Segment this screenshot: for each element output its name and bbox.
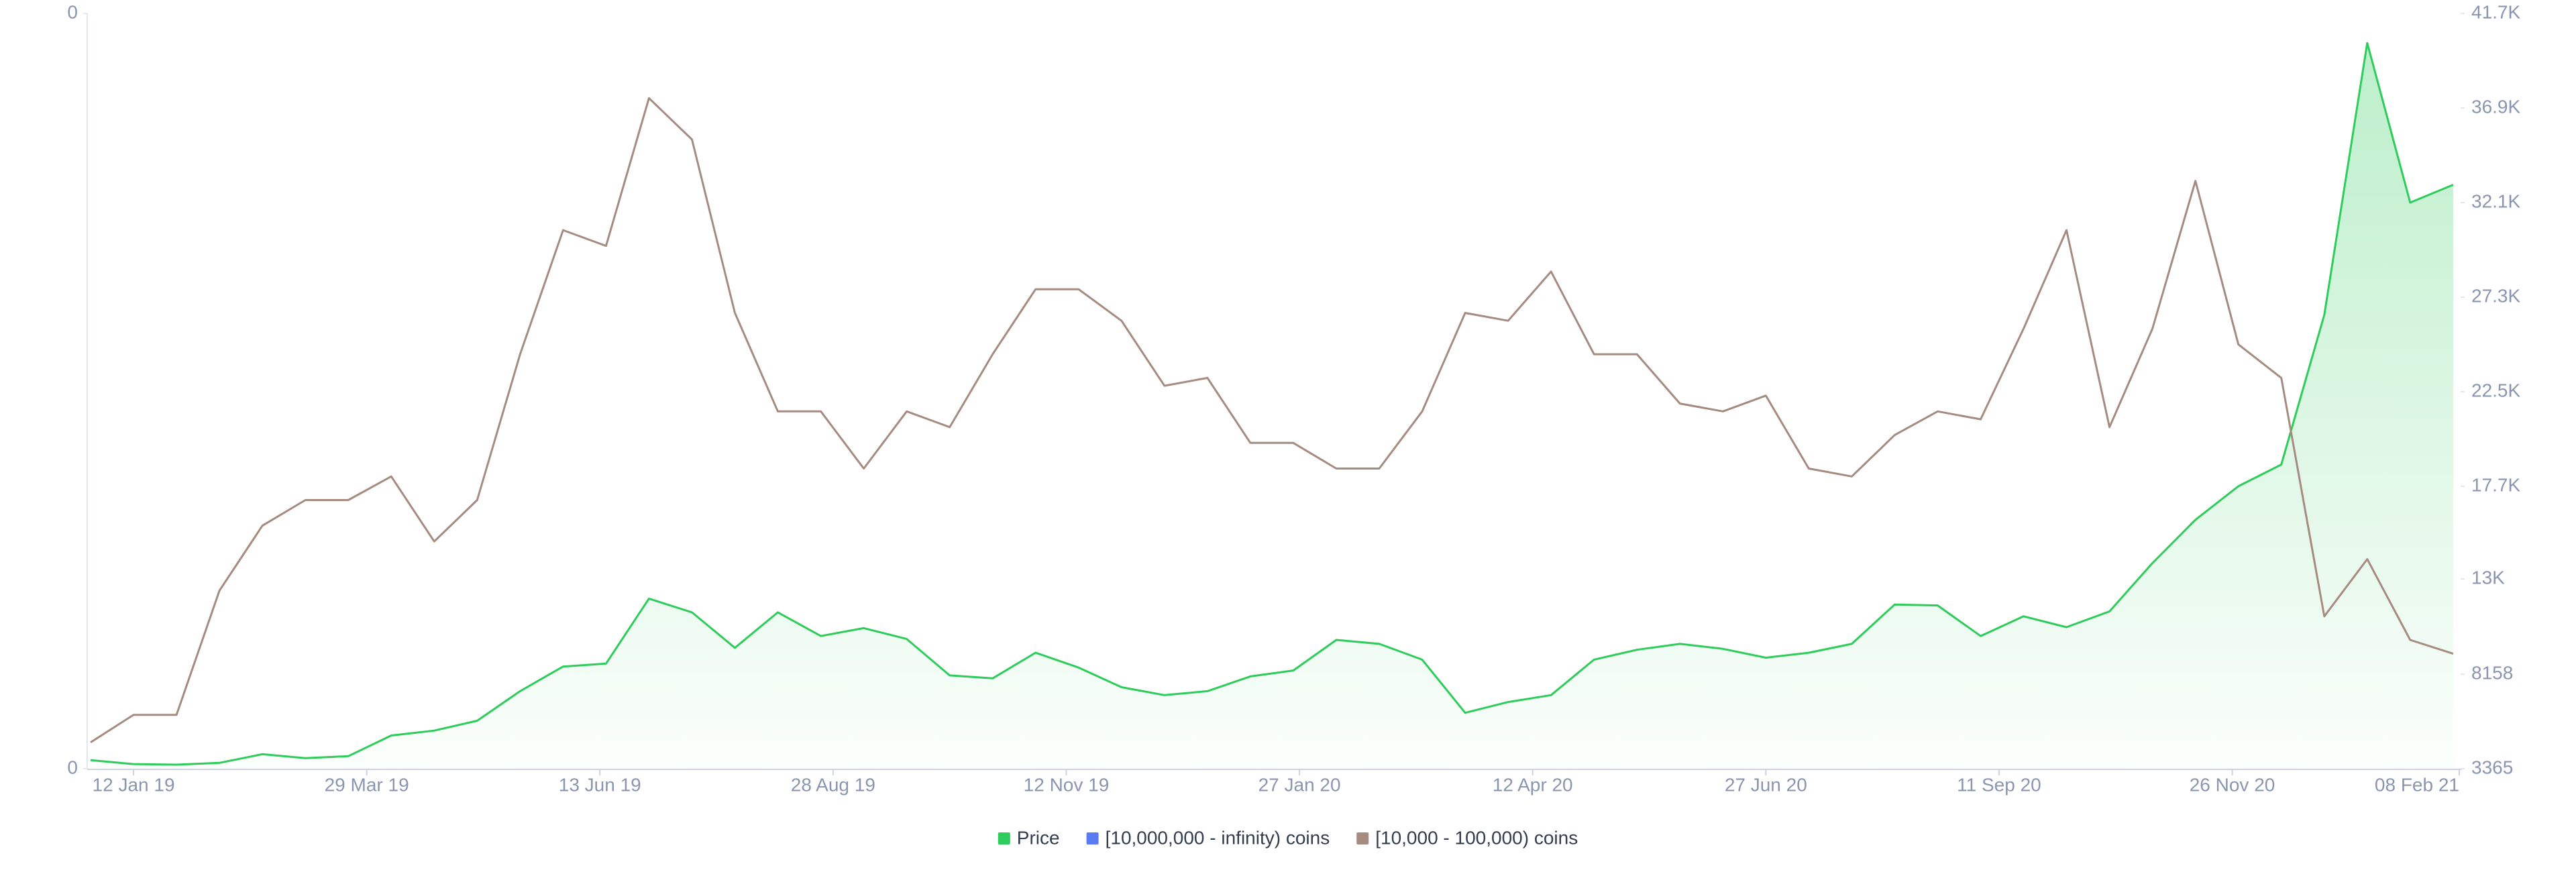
x-tick-label: 12 Jan 19 — [93, 774, 175, 795]
y2-tick-label: 3365 — [2471, 757, 2513, 777]
x-tick-label: 28 Aug 19 — [791, 774, 875, 795]
x-tick-label: 29 Mar 19 — [325, 774, 409, 795]
y2-tick-label: 32.1K — [2471, 190, 2520, 211]
y2-tick-label: 22.5K — [2471, 380, 2520, 400]
y2-tick-label: 36.9K — [2471, 96, 2520, 117]
legend-swatch — [1356, 832, 1369, 844]
x-tick-label: 27 Jan 20 — [1258, 774, 1341, 795]
legend-label: Price — [1017, 827, 1060, 848]
series-line — [90, 42, 2454, 766]
x-tick-label: 13 Jun 19 — [559, 774, 641, 795]
y2-tick-label: 27.3K — [2471, 285, 2520, 306]
price-area — [91, 43, 2453, 769]
x-tick-label: 08 Feb 21 — [2375, 774, 2459, 795]
x-tick-label: 12 Apr 20 — [1493, 774, 1573, 795]
y2-tick-label: 13K — [2471, 567, 2505, 588]
x-tick-label: 12 Nov 19 — [1024, 774, 1110, 795]
legend-item[interactable]: [10,000,000 - infinity) coins — [1086, 827, 1330, 848]
legend-swatch — [1086, 832, 1099, 844]
legend-item[interactable]: [10,000 - 100,000) coins — [1356, 827, 1578, 848]
legend-swatch — [998, 832, 1010, 844]
y2-tick-label: 8158 — [2471, 663, 2513, 684]
x-tick-label: 26 Nov 20 — [2190, 774, 2275, 795]
legend-label: [10,000,000 - infinity) coins — [1106, 827, 1330, 848]
series-line — [90, 97, 2454, 744]
y2-tick-label: 17.7K — [2471, 474, 2520, 495]
y-tick-label: 0 — [67, 757, 78, 777]
legend-label: [10,000 - 100,000) coins — [1375, 827, 1578, 848]
x-tick-label: 11 Sep 20 — [1957, 774, 2041, 795]
legend: Price [10,000,000 - infinity) coins [10,00… — [998, 827, 1578, 848]
x-tick-label: 27 Jun 20 — [1725, 774, 1807, 795]
legend-item[interactable]: Price — [998, 827, 1060, 848]
y2-tick-label: 41.7K — [2471, 1, 2520, 22]
y-tick-label: 0 — [67, 1, 78, 22]
